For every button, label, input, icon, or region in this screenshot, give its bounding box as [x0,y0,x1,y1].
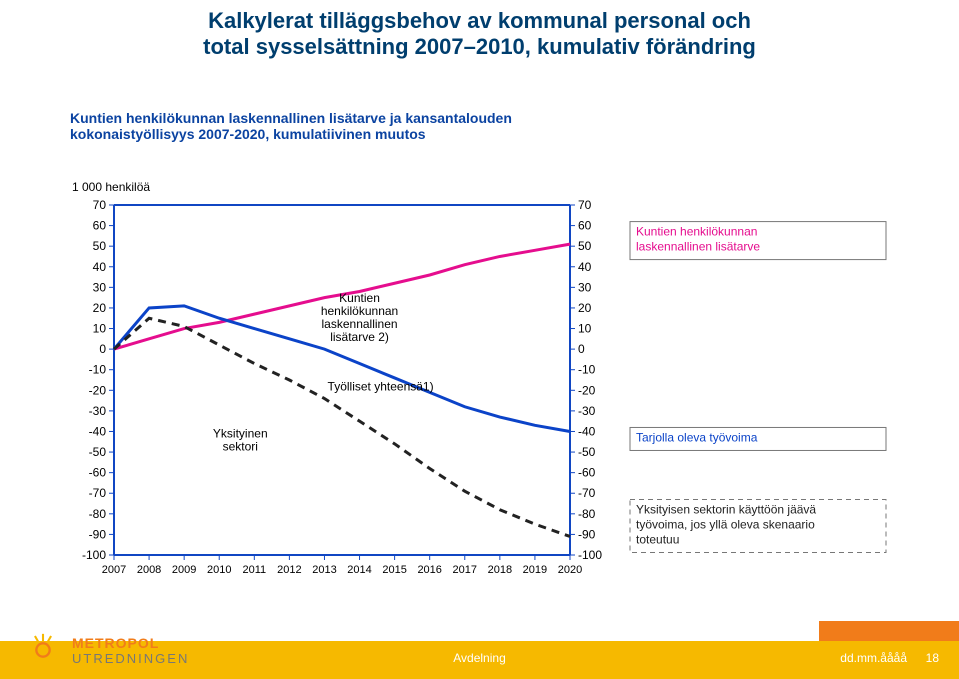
svg-text:-70: -70 [89,486,107,500]
svg-text:-80: -80 [89,507,107,521]
svg-text:2012: 2012 [277,564,301,576]
svg-text:50: 50 [578,239,592,253]
svg-text:2007: 2007 [102,564,126,576]
svg-text:-20: -20 [578,383,596,397]
svg-text:-60: -60 [578,466,596,480]
svg-text:-30: -30 [578,404,596,418]
y-axis-title: 1 000 henkilöä [72,180,150,194]
page-title: Kalkylerat tilläggsbehov av kommunal per… [60,8,899,60]
svg-text:Yksityisen sektorin käyttöön j: Yksityisen sektorin käyttöön jäävä [636,503,816,517]
svg-text:-50: -50 [578,445,596,459]
brand-name-bottom: UTREDNINGEN [72,651,189,666]
svg-text:2020: 2020 [558,564,582,576]
page-title-line1: Kalkylerat tilläggsbehov av kommunal per… [60,8,899,34]
svg-text:työvoima, jos yllä oleva skena: työvoima, jos yllä oleva skenaario [636,518,815,532]
svg-text:-60: -60 [89,466,107,480]
svg-text:-100: -100 [578,548,602,562]
svg-text:2009: 2009 [172,564,196,576]
svg-text:Kuntien: Kuntien [339,291,380,305]
svg-text:-10: -10 [578,363,596,377]
svg-text:-70: -70 [578,486,596,500]
svg-text:laskennallinen: laskennallinen [322,317,398,331]
svg-text:30: 30 [93,280,107,294]
svg-text:20: 20 [93,301,107,315]
svg-text:-80: -80 [578,507,596,521]
svg-text:-20: -20 [89,383,107,397]
svg-text:0: 0 [99,342,106,356]
svg-text:2017: 2017 [453,564,477,576]
svg-text:lisätarve 2): lisätarve 2) [330,330,389,344]
svg-text:20: 20 [578,301,592,315]
svg-text:2015: 2015 [382,564,406,576]
chart-svg: 1 000 henkilöä706050403020100-10-20-30-4… [70,175,890,585]
svg-text:0: 0 [578,342,585,356]
svg-text:2011: 2011 [242,564,266,576]
footer: Avdelning dd.mm.åååå 18 METROPOL UTREDNI… [0,621,959,679]
svg-text:Kuntien henkilökunnan: Kuntien henkilökunnan [636,225,757,239]
footer-center-label: Avdelning [453,651,506,665]
svg-text:2019: 2019 [523,564,547,576]
svg-text:2016: 2016 [417,564,441,576]
chart-subtitle-line2: kokonaistyöllisyys 2007-2020, kumulatiiv… [70,126,889,142]
footer-page-number: 18 [926,651,939,665]
svg-text:-100: -100 [82,548,106,562]
svg-text:2018: 2018 [488,564,512,576]
svg-text:60: 60 [578,219,592,233]
line-chart: 1 000 henkilöä706050403020100-10-20-30-4… [70,175,890,585]
chart-subtitle-line1: Kuntien henkilökunnan laskennallinen lis… [70,110,889,126]
svg-text:sektori: sektori [223,440,258,454]
svg-text:30: 30 [578,280,592,294]
svg-text:70: 70 [93,198,107,212]
svg-text:-50: -50 [89,445,107,459]
brand-logo: METROPOL UTREDNINGEN [24,631,189,669]
svg-text:10: 10 [93,322,107,336]
svg-text:-10: -10 [89,363,107,377]
svg-text:laskennallinen lisätarve: laskennallinen lisätarve [636,240,760,254]
svg-text:70: 70 [578,198,592,212]
svg-text:10: 10 [578,322,592,336]
svg-text:-90: -90 [578,527,596,541]
brand-name-top: METROPOL [72,635,189,651]
page-title-line2: total sysselsättning 2007–2010, kumulati… [60,34,899,60]
svg-text:2010: 2010 [207,564,231,576]
svg-text:50: 50 [93,239,107,253]
svg-text:2013: 2013 [312,564,336,576]
svg-text:Yksityinen: Yksityinen [213,427,268,441]
footer-date-label: dd.mm.åååå [840,651,907,665]
svg-text:-40: -40 [89,424,107,438]
svg-text:40: 40 [93,260,107,274]
svg-text:toteutuu: toteutuu [636,533,679,547]
svg-text:40: 40 [578,260,592,274]
svg-text:henkilökunnan: henkilökunnan [321,304,398,318]
svg-text:Tarjolla oleva työvoima: Tarjolla oleva työvoima [636,430,758,444]
svg-text:2014: 2014 [347,564,371,576]
sun-icon [24,631,62,669]
svg-text:Työlliset yhteensä1): Työlliset yhteensä1) [328,379,434,393]
svg-text:-40: -40 [578,424,596,438]
svg-text:2008: 2008 [137,564,161,576]
svg-text:-90: -90 [89,527,107,541]
series-line [114,318,570,536]
chart-subtitle: Kuntien henkilökunnan laskennallinen lis… [70,110,889,142]
svg-text:-30: -30 [89,404,107,418]
svg-text:60: 60 [93,219,107,233]
